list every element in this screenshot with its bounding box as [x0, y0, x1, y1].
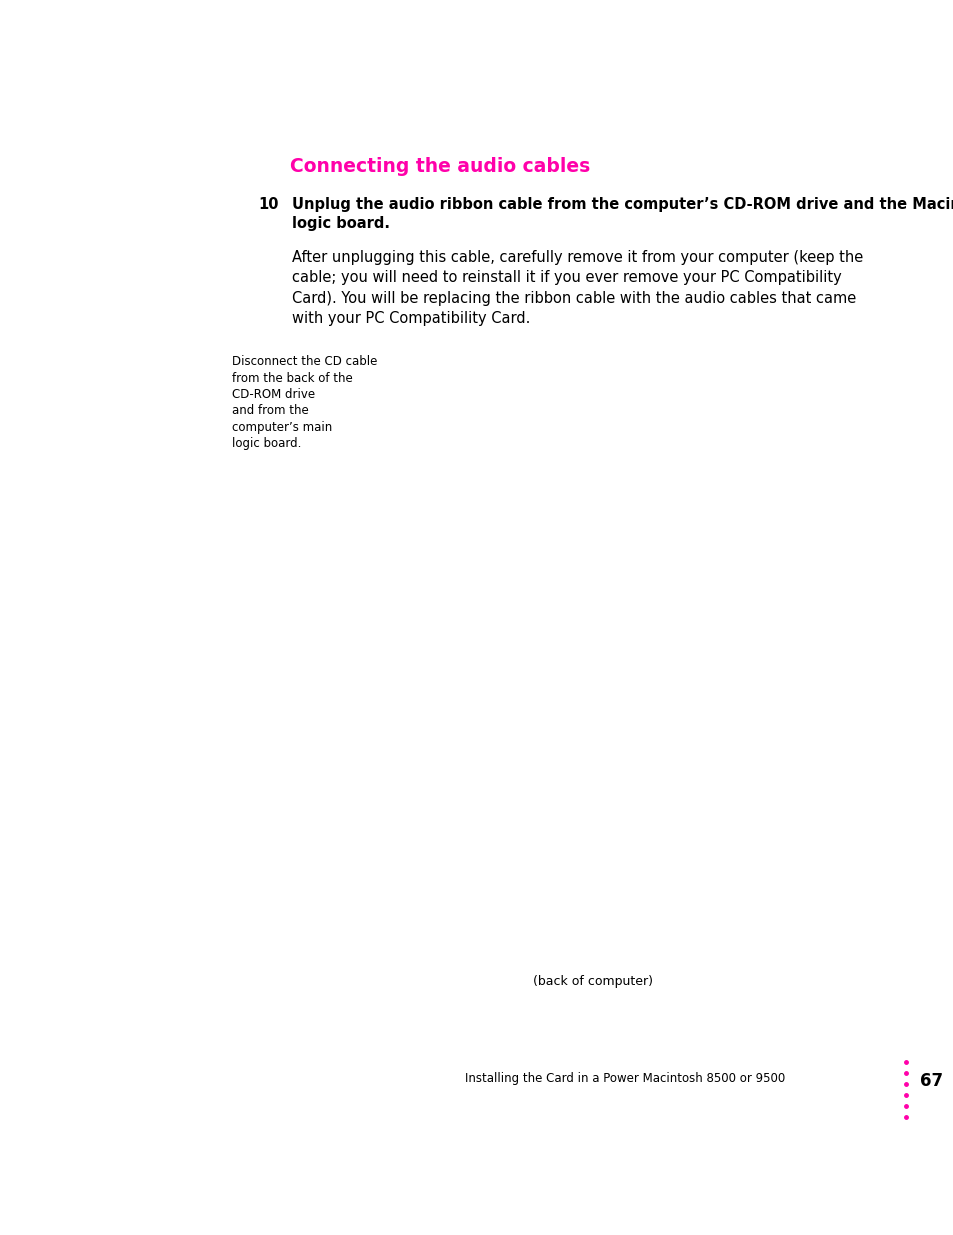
Text: Disconnect the CD cable
from the back of the
CD-ROM drive
and from the
computer’: Disconnect the CD cable from the back of…: [232, 354, 377, 451]
Text: (back of computer): (back of computer): [533, 974, 652, 988]
Text: 67: 67: [919, 1072, 943, 1091]
Text: Unplug the audio ribbon cable from the computer’s CD-ROM drive and the Macintosh: Unplug the audio ribbon cable from the c…: [292, 198, 953, 231]
Text: After unplugging this cable, carefully remove it from your computer (keep the
ca: After unplugging this cable, carefully r…: [292, 249, 862, 326]
Text: Installing the Card in a Power Macintosh 8500 or 9500: Installing the Card in a Power Macintosh…: [464, 1072, 784, 1086]
Text: Connecting the audio cables: Connecting the audio cables: [290, 157, 590, 177]
Text: 10: 10: [257, 198, 278, 212]
